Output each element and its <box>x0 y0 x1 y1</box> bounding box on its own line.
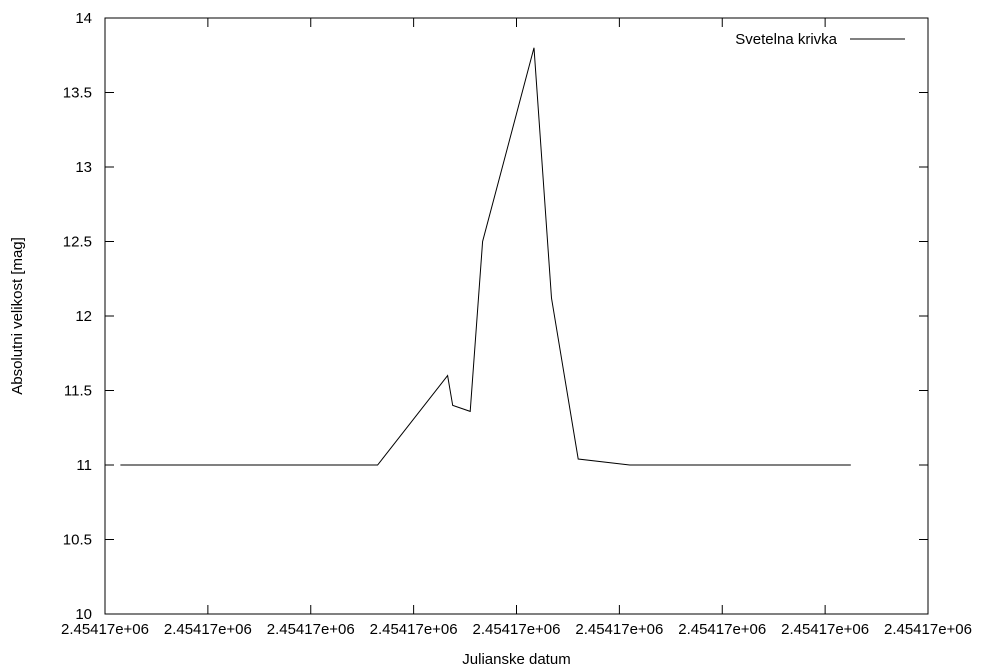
y-tick-label: 14 <box>75 10 92 27</box>
legend-label: Svetelna krivka <box>735 31 837 48</box>
x-tick-label: 2.45417e+06 <box>61 621 149 638</box>
plot-frame-group <box>104 17 929 615</box>
y-tick-label: 10 <box>75 606 92 623</box>
x-tick-label: 2.45417e+06 <box>164 621 252 638</box>
x-tick-label: 2.45417e+06 <box>678 621 766 638</box>
legend: Svetelna krivka <box>735 31 905 48</box>
y-tick-label: 13 <box>75 159 92 176</box>
y-axis-label: Absolutni velikost [mag] <box>9 237 26 395</box>
x-axis-label: Julianske datum <box>462 651 570 668</box>
y-tick-label: 13.5 <box>63 85 92 102</box>
y-tick-label: 11 <box>76 457 92 474</box>
x-tick-label: 2.45417e+06 <box>267 621 355 638</box>
x-tick-label: 2.45417e+06 <box>781 621 869 638</box>
series-line <box>120 47 851 466</box>
y-axis-ticks: 10 10.5 11 11.5 12 12.5 13 13.5 14 <box>63 10 928 623</box>
x-tick-label: 2.45417e+06 <box>575 621 663 638</box>
x-tick-label: 2.45417e+06 <box>370 621 458 638</box>
x-tick-label: 2.45417e+06 <box>472 621 560 638</box>
y-tick-label: 11.5 <box>64 383 92 400</box>
y-tick-label: 12 <box>75 308 92 325</box>
plot-frame <box>104 17 929 615</box>
x-tick-label: 2.45417e+06 <box>884 621 972 638</box>
series-layer <box>120 47 851 466</box>
y-tick-label: 10.5 <box>63 532 92 549</box>
y-tick-label: 12.5 <box>63 234 92 251</box>
x-axis-ticks: 2.45417e+06 2.45417e+06 2.45417e+06 2.45417… <box>61 18 972 638</box>
